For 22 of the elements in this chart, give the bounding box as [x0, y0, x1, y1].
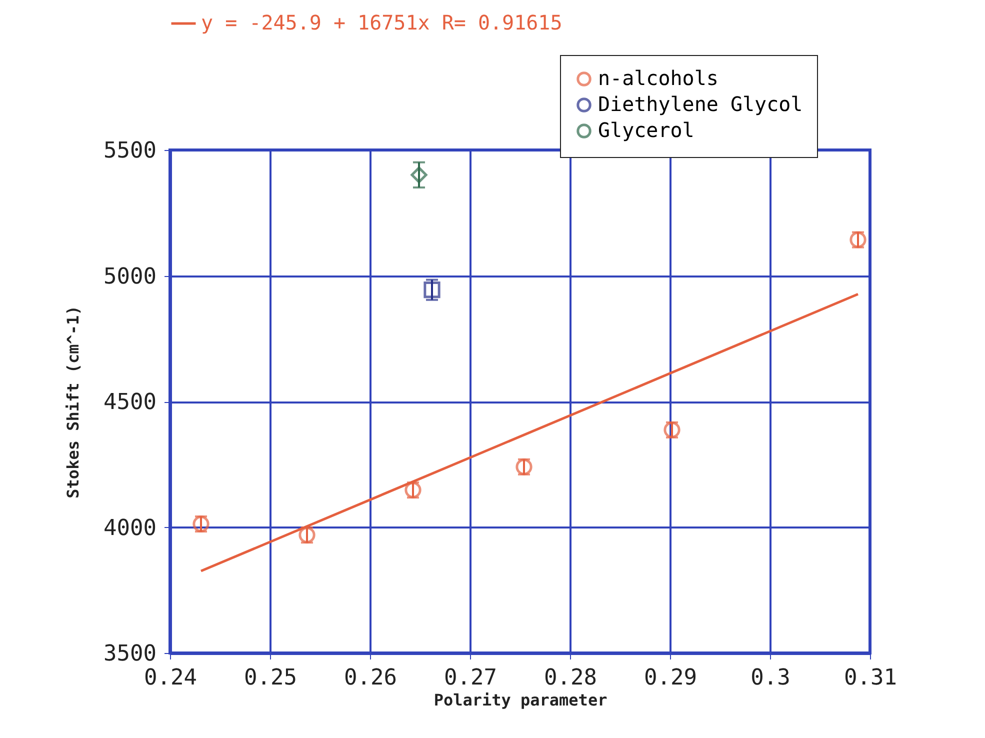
legend-label: Diethylene Glycol — [598, 92, 803, 116]
point — [410, 166, 428, 184]
x-tick-label: 0.25 — [244, 666, 297, 690]
legend-label: n-alcohols — [598, 66, 718, 90]
x-tick-label: 0.29 — [644, 666, 697, 690]
x-tick-label: 0.27 — [444, 666, 497, 690]
x-tick-label: 0.24 — [144, 666, 197, 690]
y-tick-label: 5000 — [104, 264, 156, 290]
y-tick-label: 4500 — [104, 390, 156, 415]
y-axis-title: Stokes Shift (cm^-1) — [64, 306, 83, 498]
x-tick-label: 0.28 — [544, 666, 597, 690]
x-tick-label: 0.3 — [750, 666, 790, 690]
point — [516, 458, 532, 476]
x-axis-title: Polarity parameter — [434, 690, 608, 710]
point — [424, 282, 440, 298]
legend-label: y = -245.9 + 16751x R= 0.91615 — [201, 10, 562, 34]
legend-label: Glycerol — [598, 118, 694, 142]
y-tick-label: 5500 — [104, 138, 156, 164]
x-tick-label: 0.26 — [344, 666, 397, 690]
y-tick-label: 3500 — [104, 642, 156, 666]
x-tick-label: 0.31 — [844, 666, 897, 690]
y-tick-label: 4000 — [104, 516, 156, 541]
